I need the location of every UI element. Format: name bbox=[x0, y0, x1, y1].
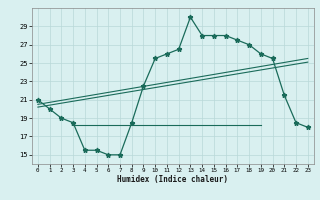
X-axis label: Humidex (Indice chaleur): Humidex (Indice chaleur) bbox=[117, 175, 228, 184]
